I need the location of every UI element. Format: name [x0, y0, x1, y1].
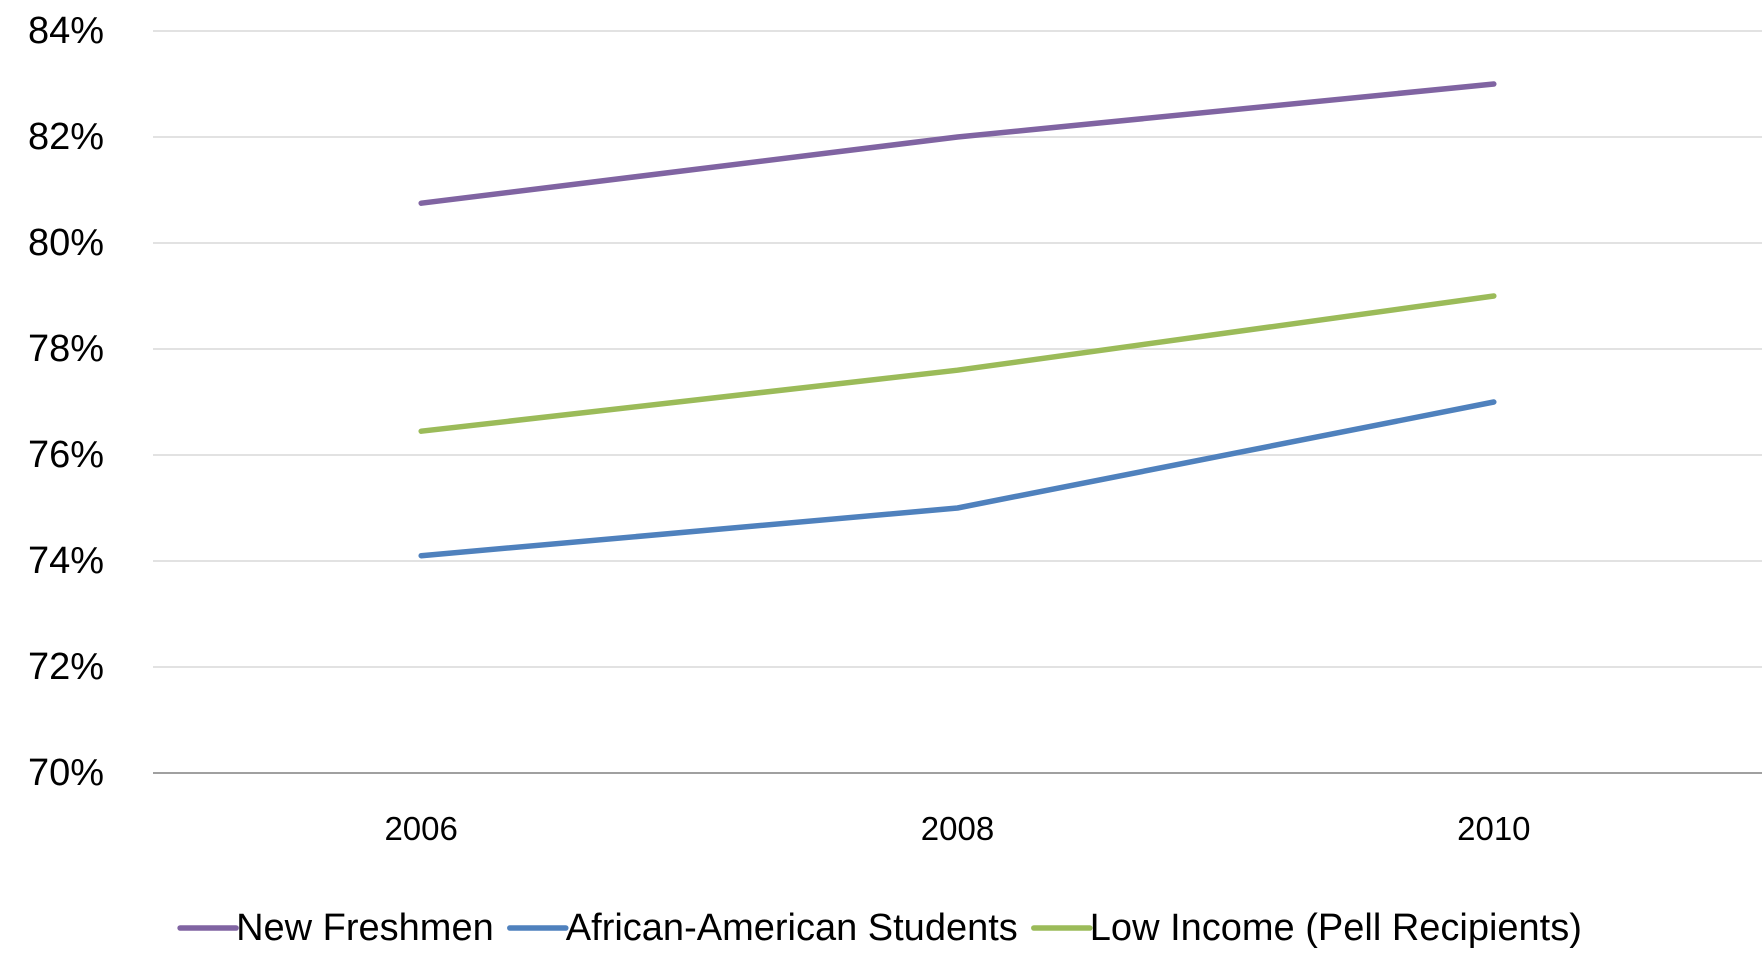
- legend-item: Low Income (Pell Recipients): [1031, 907, 1582, 949]
- y-tick-label: 82%: [28, 116, 104, 158]
- y-tick-label: 80%: [28, 222, 104, 264]
- series-line-low-income-pell-recipients: [418, 293, 1497, 434]
- x-tick-label: 2006: [384, 810, 457, 847]
- legend: New Freshmen African-American Students Low…: [177, 907, 1582, 949]
- y-tick-label: 72%: [28, 646, 104, 688]
- x-tick-label: 2010: [1457, 810, 1530, 847]
- series-line-new-freshmen: [418, 81, 1497, 206]
- x-axis-tick-labels: 2006 2008 2010: [384, 810, 1530, 847]
- series-lines: [418, 81, 1497, 559]
- gridlines: [153, 30, 1762, 774]
- legend-label: New Freshmen: [236, 907, 494, 949]
- series-line-african-american-students: [418, 399, 1497, 559]
- legend-label: African-American Students: [566, 907, 1018, 949]
- y-axis-tick-labels: 70% 72% 74% 76% 78% 80% 82% 84%: [28, 10, 104, 794]
- y-tick-label: 74%: [28, 540, 104, 582]
- legend-item: New Freshmen: [177, 907, 494, 949]
- y-tick-label: 70%: [28, 752, 104, 794]
- y-tick-label: 78%: [28, 328, 104, 370]
- y-tick-label: 84%: [28, 10, 104, 52]
- legend-label: Low Income (Pell Recipients): [1090, 907, 1582, 949]
- y-tick-label: 76%: [28, 434, 104, 476]
- legend-item: African-American Students: [507, 907, 1018, 949]
- x-tick-label: 2008: [921, 810, 994, 847]
